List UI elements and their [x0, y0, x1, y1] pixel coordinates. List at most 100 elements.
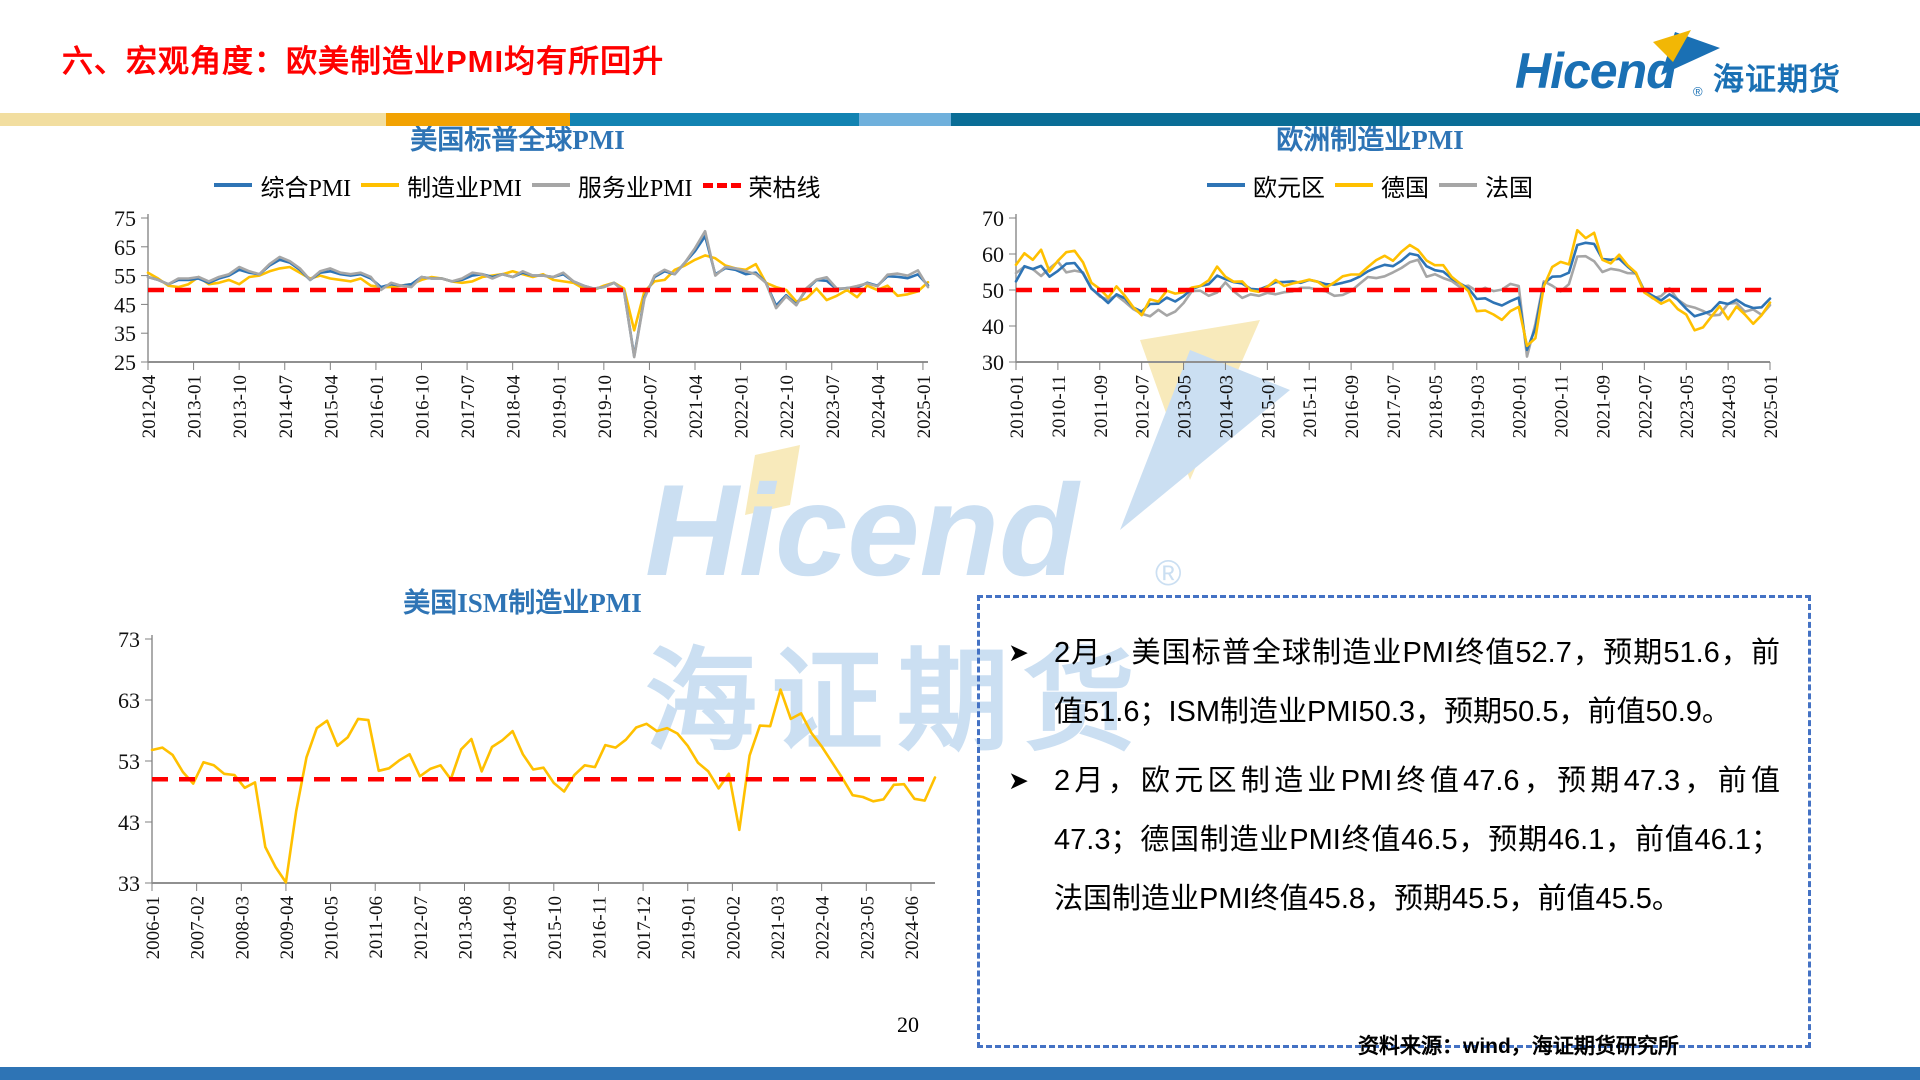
x-tick-label: 2012-04 [139, 375, 160, 439]
y-tick-label: 45 [114, 292, 136, 317]
x-tick-label: 2010-01 [1007, 375, 1028, 438]
chart-legend: 综合PMI 制造业PMI 服务业PMI 荣枯线 [95, 168, 940, 203]
y-tick-label: 30 [982, 350, 1004, 375]
x-tick-label: 2013-05 [1175, 375, 1196, 438]
x-tick-label: 2024-06 [902, 896, 923, 959]
x-tick-label: 2022-01 [732, 375, 753, 438]
legend-label: 德国 [1381, 175, 1429, 202]
x-tick-label: 2006-01 [143, 896, 164, 959]
x-tick-label: 2016-10 [413, 375, 434, 438]
x-tick-label: 2024-04 [868, 375, 889, 439]
x-tick-label: 2009-04 [277, 896, 298, 960]
legend-item: 制造业PMI [361, 168, 522, 203]
y-tick-label: 53 [118, 749, 140, 774]
chart-plot-area: 25 35 45 55 65 75 2012-04 2013-01 2013-10 2014-07… [114, 206, 935, 439]
x-tick-label: 2021-03 [768, 896, 789, 959]
x-tick-label: 2008-03 [232, 896, 253, 959]
legend-item: 德国 [1335, 168, 1429, 203]
legend-label: 法国 [1485, 175, 1533, 202]
chart-plot-area: 30 40 50 60 70 2010-01 2010-11 2011-09 2012-07 20… [982, 206, 1780, 438]
x-tick-label: 2011-09 [1091, 375, 1112, 438]
legend-label: 服务业PMI [577, 175, 693, 202]
legend-swatch [214, 183, 253, 187]
x-tick-label: 2023-05 [1677, 375, 1698, 438]
source-note: 资料来源：wind，海证期货研究所 [1358, 1035, 1679, 1058]
accent-bar-segment [570, 113, 859, 126]
x-tick-label: 2012-07 [1133, 375, 1154, 438]
legend-label: 制造业PMI [407, 175, 522, 202]
accent-bar-segment [951, 113, 1920, 126]
x-tick-label: 2017-07 [1384, 375, 1405, 438]
x-tick-label: 2020-02 [723, 896, 744, 959]
x-tick-label: 2021-04 [686, 375, 707, 439]
bullet-arrow-icon: ➤ [1008, 639, 1029, 667]
chart-us-sp-global-pmi: 美国标普全球PMI 综合PMI 制造业PMI 服务业PMI 荣枯线 25 35 45 55 6… [95, 122, 940, 472]
legend-item: 服务业PMI [531, 168, 693, 203]
legend-swatch [1207, 183, 1245, 187]
chart-legend: 欧元区 德国 法国 [960, 168, 1780, 203]
chart-title: 美国标普全球PMI [410, 125, 625, 155]
series-line [1014, 228, 1772, 348]
legend-swatch [531, 183, 570, 187]
x-tick-label: 2010-11 [1049, 375, 1070, 438]
company-logo: Hicend ® 海证期货 [1515, 30, 1895, 107]
logo-brand-cn: 海证期货 [1713, 62, 1841, 97]
page-number: 20 [897, 1012, 919, 1037]
x-tick-label: 2016-11 [589, 896, 610, 959]
legend-label: 欧元区 [1253, 175, 1325, 202]
series-line [146, 234, 930, 358]
x-tick-label: 2013-08 [456, 896, 477, 959]
y-tick-label: 25 [114, 350, 136, 375]
x-tick-label: 2023-07 [823, 375, 844, 438]
series-line [146, 254, 930, 332]
legend-swatch [361, 183, 400, 187]
accent-bar-segment [386, 113, 570, 126]
x-tick-label: 2016-09 [1342, 375, 1363, 438]
x-tick-label: 2015-04 [321, 375, 342, 439]
legend-label: 荣枯线 [748, 175, 821, 202]
legend-swatch [702, 182, 741, 188]
legend-label: 综合PMI [260, 175, 352, 202]
page-title: 六、宏观角度：欧美制造业PMI均有所回升 [62, 44, 665, 79]
y-tick-label: 50 [982, 278, 1004, 303]
series-line [146, 229, 930, 359]
y-tick-label: 55 [114, 264, 136, 289]
x-tick-label: 2016-01 [367, 375, 388, 438]
x-tick-label: 2022-07 [1635, 375, 1656, 438]
y-tick-label: 35 [114, 321, 136, 346]
bottom-accent-bar [0, 1067, 1920, 1080]
y-tick-label: 33 [118, 871, 140, 896]
y-tick-label: 43 [118, 810, 140, 835]
x-tick-label: 2021-09 [1593, 375, 1614, 438]
x-tick-label: 2013-10 [230, 375, 251, 438]
commentary-box: ➤ 2月，美国标普全球制造业PMI终值52.7，预期51.6，前值51.6；IS… [977, 595, 1811, 1048]
legend-item: 法国 [1439, 168, 1533, 203]
y-tick-label: 73 [118, 627, 140, 652]
bullet-item: ➤ 2月，美国标普全球制造业PMI终值52.7，预期51.6，前值51.6；IS… [1008, 624, 1780, 742]
x-tick-label: 2025-01 [914, 375, 935, 438]
x-tick-label: 2017-12 [634, 896, 655, 959]
x-tick-label: 2014-09 [500, 896, 521, 959]
x-tick-label: 2024-03 [1719, 375, 1740, 438]
x-tick-label: 2020-01 [1510, 375, 1531, 438]
accent-bar [0, 113, 1920, 126]
x-tick-label: 2022-04 [813, 896, 834, 960]
y-tick-label: 65 [114, 235, 136, 260]
x-tick-label: 2022-10 [777, 375, 798, 438]
x-tick-label: 2023-05 [857, 896, 878, 959]
x-tick-label: 2013-01 [185, 375, 206, 438]
watermark-brand: Hicend [645, 457, 1081, 603]
legend-swatch [1335, 183, 1373, 187]
y-tick-label: 60 [982, 242, 1004, 267]
series-line [150, 688, 937, 884]
chart-us-ism-manufacturing-pmi: 美国ISM制造业PMI 33 43 53 63 73 2006-01 2007-02 2008… [95, 585, 950, 1003]
bullet-text: 2月，欧元区制造业PMI终值47.6，预期47.3，前值47.3；德国制造业PM… [1054, 765, 1780, 915]
chart-europe-manufacturing-pmi: 欧洲制造业PMI 欧元区 德国 法国 30 40 50 60 70 2010-01 2010-1… [960, 122, 1780, 472]
x-tick-label: 2012-07 [411, 896, 432, 959]
y-tick-label: 70 [982, 206, 1004, 231]
legend-item: 荣枯线 [702, 168, 821, 203]
x-tick-label: 2018-05 [1426, 375, 1447, 438]
x-tick-label: 2020-11 [1552, 375, 1573, 438]
x-tick-label: 2015-01 [1258, 375, 1279, 438]
